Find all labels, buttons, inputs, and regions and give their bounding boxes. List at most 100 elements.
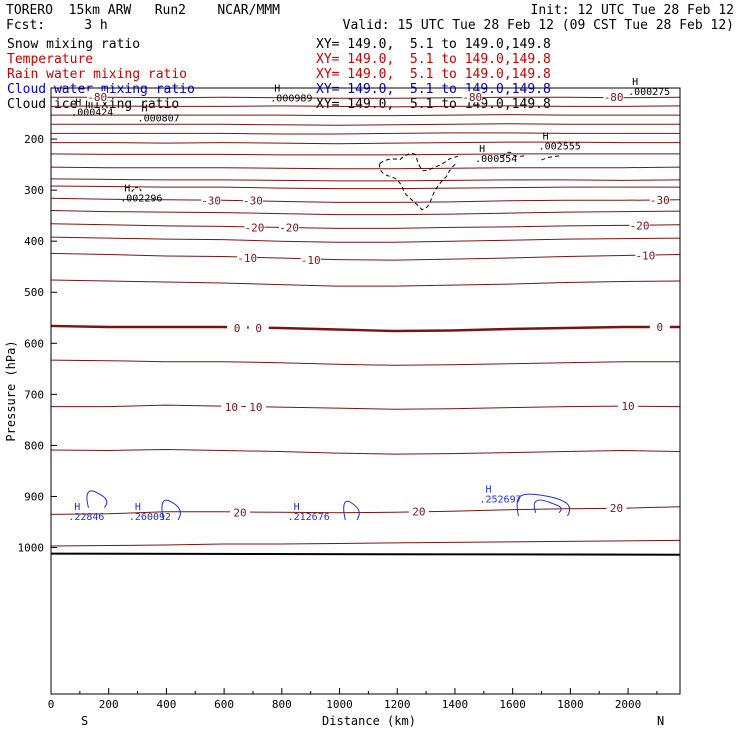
isotherm--35 [50,185,680,190]
temp-label-17: 10 [621,400,634,413]
temp-label-bg-20 [606,502,627,514]
y-tick-label-4: 600 [24,337,44,350]
temp-label-8: -20 [630,219,650,232]
temp-label-bg-10 [300,254,321,266]
y-tick-label-8: 1000 [18,542,45,555]
cloud-water-contour-3 [516,493,571,517]
temp-label-20: 20 [610,502,623,515]
temp-label-bg-3 [201,194,222,206]
x-tick-label-3: 600 [214,698,234,711]
temp-label-bg-14 [649,320,670,332]
south-end-label: S [81,714,88,728]
temp-label-bg-8 [629,219,650,231]
x-axis-label: Distance (km) [322,714,416,728]
legend-temp-xy: XY= 149.0, 5.1 to 149.0,149.8 [316,52,551,67]
temp-label-7: -20 [279,221,299,234]
snow-contour-0 [379,153,458,172]
cloud-water-max-value-1: .260092 [129,512,171,523]
north-end-label: N [657,714,664,728]
temp-label-3: -30 [201,194,221,207]
snow-max-marker-3: H [479,144,485,155]
snow-max-marker-6: H [632,77,638,88]
temp-label-16: 10 [249,401,262,414]
x-tick-label-7: 1400 [442,698,469,711]
temp-label-1: -80 [462,91,482,104]
temp-label-4: -30 [243,194,263,207]
temp-label-13: 0 [255,322,262,335]
temp-label-2: -80 [604,91,624,104]
x-tick-label-5: 1000 [326,698,353,711]
temp-label-0: -80 [87,91,107,104]
snow-max-marker-2: H [274,83,280,94]
snow-max-marker-4: H [543,131,549,142]
snow-contour-2 [502,151,528,158]
snow-maxima-labels: H.000424 H.000807H.000989H.000554H.002555… [71,77,670,204]
temperature-isotherms [50,96,681,547]
isotherm--15 [50,236,681,243]
isotherm--30 [50,197,681,203]
y-axis-label: Pressure (hPa) [4,340,18,441]
isotherm-20 [50,506,681,515]
isotherm--55 [51,141,680,145]
cloud-water-max-value-3: .252697 [479,495,521,506]
snow-max-value-1: .000807 [138,114,180,125]
header-valid: Valid: 15 UTC Tue 28 Feb 12 (09 CST Tue … [342,18,734,33]
x-tick-label-1: 200 [99,698,119,711]
temp-label-bg-7 [279,221,300,233]
temp-label-14: 0 [656,321,663,334]
y-tick-label-5: 700 [24,388,44,401]
cloud-water-contour-1 [161,499,181,521]
cloud-water-max-value-2: .212676 [288,512,330,523]
temp-label-18: 20 [233,506,246,519]
header-model: TORERO 15km ARW Run2 NCAR/MMM [6,3,280,18]
cloud-water-max-marker-1: H [135,502,141,513]
isotherm--60 [51,132,680,135]
y-tick-label-6: 800 [24,439,44,452]
x-tick-label-8: 1600 [499,698,526,711]
legend-cloudwater-label: Cloud water mixing ratio [7,82,195,97]
isotherm-5 [50,359,680,366]
cloud-water-max-marker-3: H [485,485,491,496]
legend-rain-xy: XY= 149.0, 5.1 to 149.0,149.8 [316,67,551,82]
x-tick-label-0: 0 [48,698,55,711]
plot-frame [50,87,681,695]
temp-label-bg-2 [603,91,624,103]
legend-cloudice-label: Cloud ice mixing ratio [7,97,180,112]
snow-max-value-5: .002296 [120,193,162,204]
x-tick-label-6: 1200 [384,698,411,711]
legend-rain-label: Rain water mixing ratio [7,67,188,82]
x-tick-label-2: 400 [156,698,176,711]
temp-label-11: -10 [635,249,655,262]
temp-label-bg-9 [237,252,258,264]
cloud-water-contour-4 [533,499,562,514]
temp-label-bg-4 [242,194,263,206]
temp-label-bg-19 [408,505,429,517]
snow-max-value-0: .000424 [71,108,113,119]
temp-label-15: 10 [225,401,238,414]
temp-label-bg-11 [635,249,656,261]
isotherm-25 [50,539,681,547]
cloud-water-max-value-0: .22846 [68,512,104,523]
isotherm-15 [50,448,681,455]
y-tick-label-2: 400 [24,235,44,248]
y-tick-label-1: 300 [24,184,44,197]
legend-cloudwater-xy: XY= 149.0, 5.1 to 149.0,149.8 [316,82,551,97]
cloud-water-contour-2 [343,500,360,521]
snow-max-value-3: .000554 [475,154,517,165]
header-init: Init: 12 UTC Tue 28 Feb 12 [530,3,735,18]
snow-contour-small [131,186,143,193]
temp-label-bg-1 [462,91,483,103]
temp-label-12: 0 [234,322,241,335]
temp-label-bg-15 [221,401,242,413]
cloud-water-max-marker-2: H [294,502,300,513]
snow-contours [131,151,562,211]
legend-temp-label: Temperature [7,52,94,67]
ground-line [50,552,681,556]
isotherm-0 [50,324,680,333]
isotherm--50 [50,153,680,156]
legend-snow-xy: XY= 149.0, 5.1 to 149.0,149.8 [316,37,551,52]
isotherm--45 [50,166,681,170]
temp-label-bg-6 [244,221,265,233]
temp-label-10: -10 [301,254,321,267]
header-fcst: Fcst: 3 h [6,18,108,33]
